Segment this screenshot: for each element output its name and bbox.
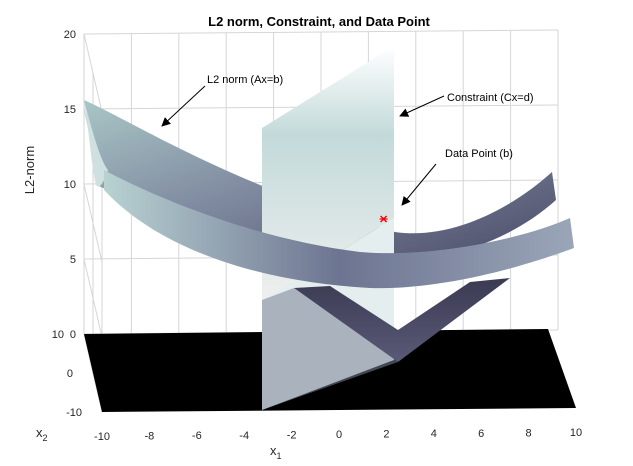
- data-point-marker: [379, 215, 388, 223]
- x-axis-label-sub: 1: [277, 451, 282, 461]
- y-axis-label-main: x: [36, 425, 43, 440]
- norm-surface-front: [104, 170, 574, 289]
- z-tick-label: 15: [64, 104, 76, 116]
- x-axis-label: x1: [270, 443, 282, 461]
- x-tick-label: -4: [239, 430, 249, 442]
- x-axis-ticks: -10 -8 -6 -4 -2 0 2 4 6 8 10: [94, 427, 582, 443]
- arrow-data-point: [401, 163, 437, 206]
- norm-surface-valley-face: [262, 288, 398, 410]
- norm-surface-valley: [294, 278, 510, 362]
- z-tick-label: 5: [70, 254, 76, 266]
- z-axis-label: L2-norm: [22, 146, 37, 194]
- annotation-l2-norm: L2 norm (Ax=b): [207, 74, 283, 86]
- x-tick-label: -8: [145, 431, 155, 443]
- y-axis-ticks: -10 0 10: [52, 329, 82, 419]
- x-tick-label: -2: [287, 429, 297, 441]
- z-axis-ticks: 0 5 10 15 20: [64, 29, 76, 341]
- z-tick-label: 0: [70, 329, 76, 341]
- x-tick-label: 2: [383, 429, 389, 441]
- x-tick-label: 8: [526, 427, 532, 439]
- z-tick-label: 10: [64, 179, 76, 191]
- x-tick-label: 0: [336, 429, 342, 441]
- chart-title: L2 norm, Constraint, and Data Point: [208, 14, 430, 29]
- x-axis-label-main: x: [270, 443, 277, 458]
- y-tick-label: 0: [67, 368, 73, 380]
- norm-surface-left-fold: [84, 100, 108, 187]
- x-tick-label: 10: [570, 427, 582, 439]
- annotation-data-point: Data Point (b): [445, 148, 513, 160]
- constraint-plane: [262, 46, 394, 300]
- y-axis-label-sub: 2: [43, 433, 48, 443]
- x-tick-label: 4: [431, 428, 437, 440]
- z-tick-label: 20: [64, 29, 76, 41]
- y-tick-label: -10: [66, 407, 82, 419]
- arrow-constraint: [399, 95, 445, 117]
- x-tick-label: 6: [478, 428, 484, 440]
- y-tick-label: 10: [52, 329, 64, 341]
- annotation-constraint: Constraint (Cx=d): [447, 92, 534, 104]
- arrow-l2-norm: [161, 85, 206, 127]
- x-tick-label: -6: [192, 430, 202, 442]
- x-tick-label: -10: [94, 431, 110, 443]
- y-axis-label: x2: [36, 425, 48, 443]
